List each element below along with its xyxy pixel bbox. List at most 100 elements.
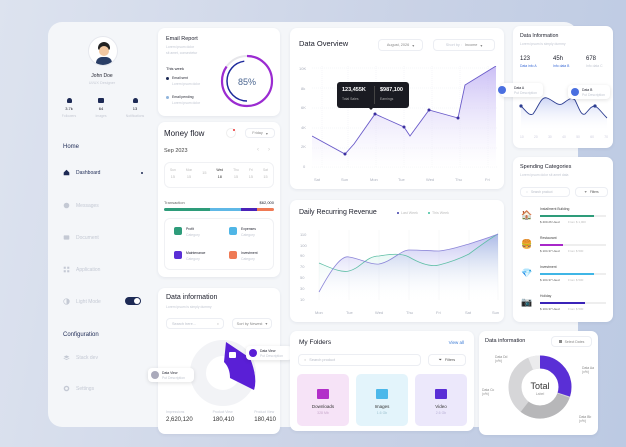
date-select[interactable]: August, 2026 ▾: [378, 39, 423, 51]
chart-tooltip: 123,455K Total Sales $987,100 Earnings: [337, 82, 409, 110]
card-title: Daily Recurring Revenue: [299, 209, 377, 216]
metrics-row: Impressions 2,620,120 Product View 180,410…: [166, 410, 276, 423]
notification-button[interactable]: [226, 128, 236, 138]
filters-button[interactable]: ⏷ Filters: [428, 354, 466, 366]
active-dot: [141, 171, 143, 174]
drr-line-chart: [318, 230, 499, 300]
pin-data-a: Data A Put Description: [498, 83, 543, 97]
card-title: Money flow: [164, 129, 205, 138]
house-icon: 🏠: [521, 210, 533, 220]
user-name[interactable]: John Doe: [91, 73, 113, 79]
donut-information-card: Data information Select Dates Total Labe…: [479, 331, 598, 435]
image-icon: [98, 98, 104, 103]
pin-data-b: Data B Put Description: [568, 85, 610, 99]
category-maintenance[interactable]: Maintenance Category: [174, 251, 205, 261]
legend-last-week: Last Week: [397, 211, 418, 215]
spending-item-holiday[interactable]: 📷 Holiday $ 104.37 Used From $ 500: [520, 294, 608, 318]
spending-categories-card: Spending Categories Lorem ipsum dolor si…: [513, 157, 613, 322]
filter-icon: ⏷: [438, 358, 442, 362]
data-information-top-card: Data Information Lorem ipsum is simply d…: [498, 26, 613, 148]
sidebar-item-stack-dev[interactable]: Stack dev: [63, 354, 98, 361]
day-cell-active[interactable]: Wed 18: [216, 168, 224, 179]
grid-icon: [63, 266, 70, 273]
expenses-icon: [229, 227, 237, 235]
donut-center-label: Total: [530, 381, 550, 391]
money-flow-card: Money flow Friday ▾ Sep 2023 ‹ › Sun 15 Mo…: [158, 122, 280, 277]
folder-images[interactable]: Images 1.6 Gb: [356, 374, 408, 426]
day-cell[interactable]: Thu 15: [233, 168, 239, 179]
email-percent: 85%: [237, 77, 256, 87]
stat-a: 123 Data info A: [520, 56, 537, 68]
data-overview-card: Data Overview August, 2026 ▾ Short by : In…: [290, 28, 504, 189]
user-icon: [66, 98, 72, 103]
spending-item-restaurant[interactable]: 🍔 Restaurant $ 104.37 Used From $ 500: [520, 236, 608, 260]
day-cell[interactable]: Sun 15: [169, 168, 176, 179]
folder-downloads[interactable]: Downloads 328 Mb: [297, 374, 349, 426]
category-investment[interactable]: Investment Category: [229, 251, 258, 261]
search-input[interactable]: ○ Search product: [520, 187, 570, 197]
stat-b: 45h Info data B: [553, 56, 570, 68]
card-title: Data information: [166, 294, 218, 301]
day-cell[interactable]: Fri 15: [248, 168, 254, 179]
spending-item-investment[interactable]: 💎 Investment $ 104.37 Used From $ 500: [520, 265, 608, 289]
select-dates-button[interactable]: Select Dates: [551, 336, 592, 347]
sidebar-item-application[interactable]: Application: [63, 266, 100, 273]
data-info-wave-chart: [519, 97, 608, 130]
legend-this-week: This Week: [428, 211, 449, 215]
category-profit[interactable]: Profit Category: [174, 227, 200, 237]
folder-icon: [317, 389, 329, 399]
folder-icon: [435, 389, 447, 399]
sort-select[interactable]: Short by : Income ▾: [433, 39, 495, 51]
day-cell[interactable]: Sat 15: [262, 168, 268, 179]
profit-icon: [174, 227, 182, 235]
data-information-card: Data information Lorem ipsum is simply d…: [148, 288, 292, 434]
filter-icon: ⏷: [584, 190, 587, 194]
folder-icon: [376, 389, 388, 399]
next-month-button[interactable]: ›: [268, 147, 270, 153]
light-mode-toggle[interactable]: [125, 297, 141, 305]
stat-followers: 3.7k Followers: [54, 98, 84, 118]
day-cell[interactable]: Mon 15: [185, 168, 193, 179]
sidebar-item-dashboard[interactable]: Dashboard: [63, 169, 143, 176]
search-input[interactable]: Search here... ○: [166, 318, 224, 329]
card-title: Data Information: [520, 33, 559, 39]
day-cell[interactable]: 15: [202, 171, 207, 175]
x-axis-ticks: 10 20 30 40 50 60 70: [520, 135, 608, 139]
label-data-cc: Data Cc (x%): [482, 388, 495, 396]
notification-dot: [233, 129, 235, 131]
diamond-icon: 💎: [521, 268, 533, 278]
prev-month-button[interactable]: ‹: [257, 147, 259, 153]
stat-images: 64 Images: [86, 98, 116, 118]
email-report-card: Email Report Lorem ipsum dolor sit amet,…: [158, 28, 280, 116]
search-input[interactable]: ○ Search product: [298, 354, 421, 366]
sort-select[interactable]: Sort by Newest ▾: [232, 318, 272, 329]
sidebar-item-document[interactable]: Document: [63, 234, 99, 241]
chevron-down-icon: ▾: [480, 43, 483, 48]
sidebar-item-settings[interactable]: Settings: [63, 385, 94, 392]
email-progress-ring: [220, 54, 274, 108]
pin-icon: [571, 88, 579, 96]
sidebar-item-messages[interactable]: Messages: [63, 202, 99, 209]
view-all-link[interactable]: View all: [448, 340, 464, 345]
contrast-icon: [63, 298, 70, 305]
data-view-tooltip-left: Data View Put Description: [148, 368, 194, 382]
filters-button[interactable]: ⏷ Filters: [575, 187, 608, 197]
card-title: Data Overview: [299, 39, 349, 48]
label-data-dd: Data Dd (x%): [495, 355, 508, 363]
avatar[interactable]: [88, 36, 118, 66]
stack-icon: [63, 355, 70, 360]
card-title: Email Report: [166, 36, 198, 42]
category-expenses[interactable]: Expenses Category: [229, 227, 256, 237]
chevron-down-icon: ▾: [265, 131, 268, 136]
folder-video[interactable]: Video 2.6 Gb: [415, 374, 467, 426]
search-icon: ○: [216, 321, 219, 326]
burger-icon: 🍔: [521, 239, 533, 249]
sidebar-item-light-mode: Light Mode: [63, 298, 101, 305]
spending-item-installment-building[interactable]: 🏠 Installment Building $ 400.26 Used Fro…: [520, 207, 608, 231]
calendar-icon: [558, 340, 562, 343]
overview-area-chart: [312, 66, 498, 168]
sidebar: John Doe UI/UX Designer 3.7k Followers 6…: [50, 24, 154, 424]
document-icon: [63, 235, 70, 240]
day-select[interactable]: Friday ▾: [245, 128, 275, 138]
donut-chart: [190, 340, 256, 406]
